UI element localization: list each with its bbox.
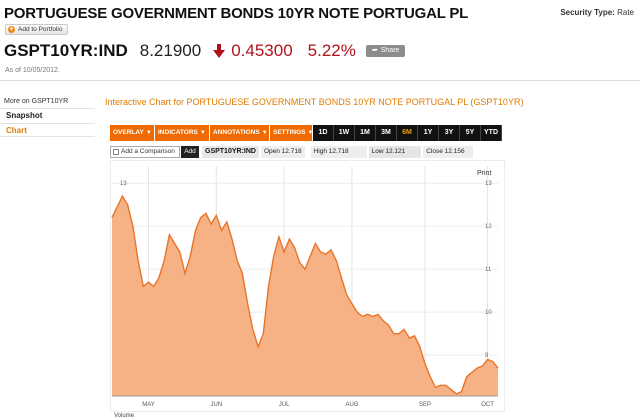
range-3y[interactable]: 3Y xyxy=(439,125,460,141)
y-tick-label-right: 9 xyxy=(485,353,489,359)
y-tick-label-right: 11 xyxy=(485,267,492,273)
range-1y[interactable]: 1Y xyxy=(418,125,439,141)
indicators-menu[interactable]: INDICATORS ▼ xyxy=(155,125,210,141)
plus-icon: + xyxy=(8,26,15,33)
range-5y[interactable]: 5Y xyxy=(460,125,481,141)
annotations-label: ANNOTATIONS xyxy=(213,129,260,136)
share-button[interactable]: ➦ Share xyxy=(365,45,406,57)
comparison-input[interactable]: Add a Comparison xyxy=(110,145,180,158)
checkbox-icon xyxy=(113,148,119,155)
annotations-menu[interactable]: ANNOTATIONS ▼ xyxy=(210,125,270,141)
range-ytd[interactable]: YTD xyxy=(481,125,502,141)
high-value: High 12.718 xyxy=(310,145,367,158)
print-link[interactable]: Print xyxy=(477,170,492,177)
page-title: PORTUGUESE GOVERNMENT BONDS 10YR NOTE PO… xyxy=(4,5,469,22)
range-1m[interactable]: 1M xyxy=(355,125,376,141)
sidebar-heading: More on GSPT10YR xyxy=(4,98,69,105)
security-type-label: Security Type: xyxy=(560,8,615,17)
open-value: Open 12.718 xyxy=(260,145,305,158)
low-value: Low 12.121 xyxy=(368,145,422,158)
add-to-portfolio-button[interactable]: + Add to Portfolio xyxy=(5,24,69,35)
y-tick-label-right: 12 xyxy=(485,224,492,230)
indicators-label: INDICATORS xyxy=(158,129,198,136)
caret-down-icon: ▼ xyxy=(145,130,152,136)
symbol-text: GSPT10YR:IND xyxy=(205,147,256,155)
volume-label: Volume xyxy=(114,413,135,419)
chart-title: Interactive Chart for PORTUGUESE GOVERNM… xyxy=(105,97,524,107)
symbol-label: GSPT10YR:IND xyxy=(202,145,259,158)
x-tick-label: JUL xyxy=(279,402,290,408)
overlay-menu[interactable]: OVERLAY ▼ xyxy=(110,125,155,141)
ticker: GSPT10YR:IND xyxy=(4,41,128,60)
x-tick-label: MAY xyxy=(142,402,155,408)
x-tick-label: JUN xyxy=(210,402,222,408)
comparison-row: Add a Comparison Add GSPT10YR:IND Open 1… xyxy=(110,145,473,158)
y-tick-label-right: 13 xyxy=(485,181,492,187)
sidebar-item-chart[interactable]: Chart xyxy=(0,123,95,137)
close-value: Close 12.156 xyxy=(423,145,473,158)
comparison-placeholder: Add a Comparison xyxy=(121,147,175,155)
down-arrow-icon xyxy=(213,44,226,58)
price-chart[interactable]: MAYJUNJULAUGSEPOCT991010111112121313 xyxy=(110,160,505,412)
share-label: Share xyxy=(380,47,400,54)
area-series xyxy=(112,196,498,396)
range-1d[interactable]: 1D xyxy=(313,125,334,141)
as-of-date: As of 10/05/2012. xyxy=(5,67,60,74)
change-percent: 5.22% xyxy=(307,41,356,60)
y-tick-label-left: 13 xyxy=(120,181,127,187)
y-tick-label-right: 10 xyxy=(485,310,492,316)
change-value: 0.45300 xyxy=(231,41,293,60)
settings-menu[interactable]: SETTINGS ▼ xyxy=(270,125,313,141)
caret-down-icon: ▼ xyxy=(307,130,314,136)
x-tick-label: SEP xyxy=(419,402,431,408)
add-to-portfolio-label: Add to Portfolio xyxy=(18,26,63,33)
x-tick-label: AUG xyxy=(345,402,358,408)
range-6m[interactable]: 6M xyxy=(397,125,418,141)
line-series xyxy=(111,194,499,395)
security-type-value: Rate xyxy=(617,8,634,17)
x-tick-label: OCT xyxy=(481,402,494,408)
caret-down-icon: ▼ xyxy=(199,130,206,136)
add-comparison-button[interactable]: Add xyxy=(181,145,199,158)
share-icon: ➦ xyxy=(371,47,378,54)
quote-row: GSPT10YR:IND 8.21900 0.45300 5.22% ➦ Sha… xyxy=(4,41,406,61)
overlay-label: OVERLAY xyxy=(113,129,144,136)
range-1w[interactable]: 1W xyxy=(334,125,355,141)
caret-down-icon: ▼ xyxy=(261,130,268,136)
divider xyxy=(0,80,640,81)
security-type: Security Type: Rate xyxy=(560,8,634,17)
price: 8.21900 xyxy=(139,41,202,60)
chart-toolbar: OVERLAY ▼ INDICATORS ▼ ANNOTATIONS ▼ SETTIN… xyxy=(110,125,502,141)
settings-label: SETTINGS xyxy=(273,129,306,136)
sidebar-item-snapshot[interactable]: Snapshot xyxy=(0,108,95,122)
range-3m[interactable]: 3M xyxy=(376,125,397,141)
